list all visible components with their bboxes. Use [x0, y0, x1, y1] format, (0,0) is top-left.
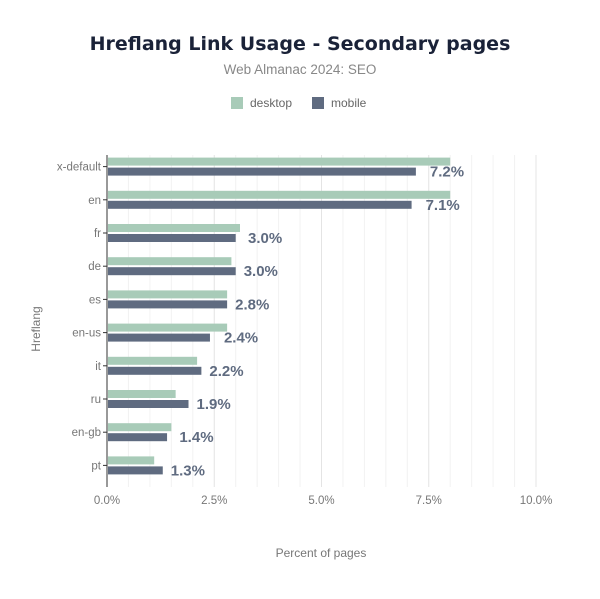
category-label: en-us [72, 328, 101, 340]
data-label-mobile: 3.0% [248, 230, 282, 247]
bar-mobile [108, 333, 210, 342]
x-tick-label: 7.5% [416, 495, 442, 507]
bar-mobile [108, 300, 228, 309]
chart-subtitle: Web Almanac 2024: SEO [224, 62, 377, 77]
bar-mobile [108, 167, 416, 176]
bar-desktop [108, 423, 172, 432]
bars [108, 157, 451, 475]
data-label-mobile: 2.8% [235, 296, 269, 313]
x-tick-label: 10.0% [520, 495, 553, 507]
bar-desktop [108, 157, 451, 166]
category-label: fr [94, 228, 101, 240]
data-label-mobile: 7.2% [430, 164, 464, 181]
legend-swatch-mobile [312, 97, 324, 109]
x-axis-title: Percent of pages [276, 546, 367, 560]
bar-mobile [108, 267, 236, 276]
legend-swatch-desktop [231, 97, 243, 109]
x-tick-label: 5.0% [308, 495, 334, 507]
data-label-mobile: 7.1% [426, 197, 460, 214]
bar-desktop [108, 323, 228, 332]
bar-mobile [108, 234, 236, 242]
bar-mobile [108, 200, 412, 209]
bar-mobile [108, 366, 202, 375]
category-label: pt [91, 460, 101, 472]
bar-mobile [108, 433, 168, 442]
category-label: en [88, 195, 101, 207]
category-label: ru [91, 394, 101, 406]
data-labels: 7.2% 7.1% 3.0% 3.0% 2.8% 2.4% 2.2% 1.9% 1.4% 1.3% [171, 164, 464, 480]
bar-desktop [108, 390, 176, 398]
chart-title: Hreflang Link Usage - Secondary pages [90, 33, 511, 55]
bar-desktop [108, 224, 240, 232]
category-label: es [89, 294, 101, 306]
bar-desktop [108, 356, 198, 365]
category-label: de [88, 261, 101, 273]
legend-label-desktop: desktop [250, 96, 292, 110]
bar-mobile [108, 466, 163, 475]
data-label-mobile: 2.4% [224, 330, 258, 347]
data-label-mobile: 3.0% [244, 263, 278, 280]
category-label: it [95, 361, 102, 373]
data-label-mobile: 1.3% [171, 462, 205, 479]
legend-label-mobile: mobile [331, 96, 367, 110]
data-label-mobile: 1.4% [179, 429, 213, 446]
data-label-mobile: 1.9% [197, 396, 231, 413]
category-label: x-default [57, 162, 102, 174]
x-axis-ticks: 0.0% 2.5% 5.0% 7.5% 10.0% [94, 495, 552, 507]
bar-desktop [108, 456, 155, 465]
x-tick-label: 0.0% [94, 495, 120, 507]
category-label: en-gb [72, 427, 101, 439]
y-axis-categories: x-default en fr de es en-us it ru en-gb pt [57, 162, 107, 472]
y-axis-title: Hreflang [29, 306, 43, 351]
bar-desktop [108, 257, 232, 266]
bar-desktop [108, 190, 451, 199]
grid [127, 155, 537, 487]
x-tick-label: 2.5% [201, 495, 227, 507]
data-label-mobile: 2.2% [209, 363, 243, 380]
bar-mobile [108, 400, 189, 408]
bar-desktop [108, 290, 228, 299]
legend: desktop mobile [231, 96, 367, 110]
